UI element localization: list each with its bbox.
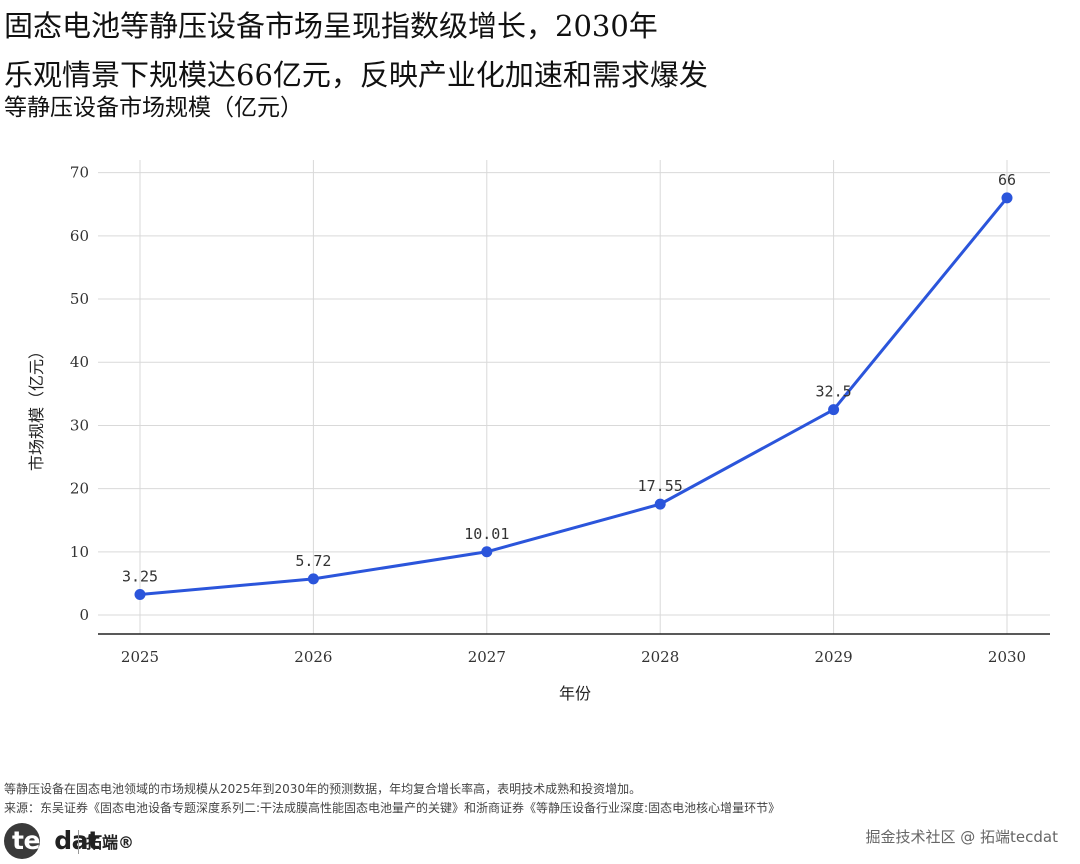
data-point <box>654 498 666 510</box>
x-tick-label: 2030 <box>988 648 1026 666</box>
y-tick-label: 0 <box>79 606 89 624</box>
series-line <box>138 196 1009 596</box>
tecdat-logo: tecdat 拓端® <box>4 823 134 859</box>
x-tick-label: 2029 <box>815 648 853 666</box>
data-label: 5.72 <box>295 552 331 570</box>
chart-title: 固态电池等静压设备市场呈现指数级增长，2030年 乐观情景下规模达66亿元，反映… <box>4 2 708 100</box>
chart-source: 来源：东吴证券《固态电池设备专题深度系列二:干法成膜高性能固态电池量产的关键》和… <box>4 801 781 815</box>
data-point <box>1001 192 1013 204</box>
y-tick-label: 10 <box>70 543 89 561</box>
watermark: 掘金技术社区 @ 拓端tecdat <box>865 828 1059 846</box>
chart-subtitle: 等静压设备市场规模（亿元） <box>4 95 303 121</box>
data-point <box>134 589 146 600</box>
y-tick-label: 50 <box>70 290 89 308</box>
logo-chinese-name: 拓端® <box>86 833 135 852</box>
data-label: 17.55 <box>638 477 683 495</box>
chart-note: 等静压设备在固态电池领域的市场规模从2025年到2030年的预测数据，年均复合增… <box>4 782 642 796</box>
logo-divider <box>78 830 79 854</box>
data-label: 32.5 <box>816 383 852 401</box>
data-label: 10.01 <box>464 525 509 543</box>
x-tick-label: 2028 <box>641 648 679 666</box>
logo-wordmark: tecdat <box>12 826 100 855</box>
data-point <box>481 546 493 558</box>
data-label: 3.25 <box>122 568 158 586</box>
data-label: 66 <box>998 171 1016 189</box>
title-line-2: 乐观情景下规模达66亿元，反映产业化加速和需求爆发 <box>4 58 708 92</box>
data-point <box>307 573 319 585</box>
y-tick-label: 70 <box>70 164 89 182</box>
x-tick-label: 2025 <box>121 648 159 666</box>
y-tick-label: 40 <box>70 353 89 371</box>
x-tick-label: 2026 <box>294 648 332 666</box>
data-point <box>828 404 840 416</box>
y-axis-title: 市场规模（亿元） <box>27 343 46 471</box>
y-tick-label: 20 <box>70 480 89 498</box>
y-tick-label: 60 <box>70 227 89 245</box>
x-tick-label: 2027 <box>468 648 506 666</box>
y-tick-label: 30 <box>70 416 89 434</box>
logo-circle-icon <box>4 823 40 859</box>
title-line-1: 固态电池等静压设备市场呈现指数级增长，2030年 <box>4 9 658 43</box>
x-axis-title: 年份 <box>559 684 591 703</box>
